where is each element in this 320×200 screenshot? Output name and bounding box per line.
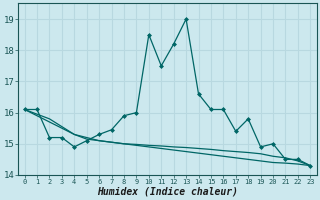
X-axis label: Humidex (Indice chaleur): Humidex (Indice chaleur) — [97, 187, 238, 197]
